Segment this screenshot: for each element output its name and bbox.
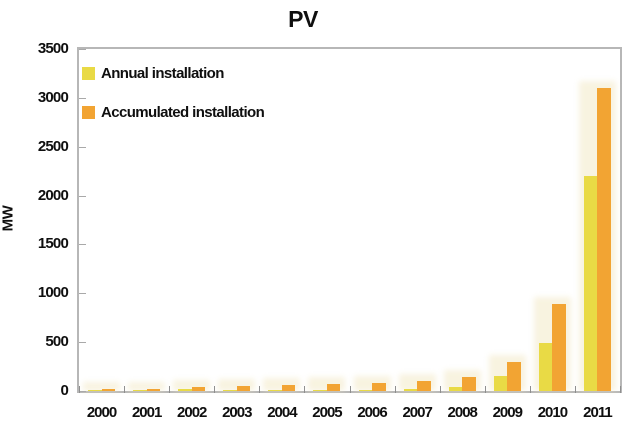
bar-accumulated-2008 — [462, 377, 476, 391]
x-tick-mark — [304, 386, 306, 393]
x-tick-label-2004: 2004 — [267, 404, 297, 421]
y-tick-label-1000: 1000 — [37, 284, 69, 302]
y-axis-title: MW — [0, 205, 17, 232]
annual-series-swatch-icon — [82, 66, 95, 80]
bar-accumulated-2002 — [191, 386, 206, 391]
bar-annual-2004 — [268, 389, 282, 391]
bar-annual-2003 — [223, 389, 237, 391]
legend-item-annual: Annual installation — [82, 64, 264, 82]
bar-annual-2005 — [313, 389, 327, 391]
y-tick-mark — [79, 146, 86, 148]
x-tick-mark — [259, 386, 261, 393]
x-tick-label-2006: 2006 — [357, 404, 387, 421]
x-tick-label-2007: 2007 — [402, 404, 432, 421]
bar-annual-2006 — [358, 389, 372, 391]
x-tick-mark — [394, 386, 396, 393]
y-tick-mark — [79, 391, 86, 392]
bar-accumulated-2000 — [101, 389, 115, 391]
bar-accumulated-2010 — [552, 304, 566, 391]
bar-accumulated-2001 — [146, 388, 161, 391]
bar-accumulated-2005 — [326, 384, 341, 391]
y-tick-label-0: 0 — [60, 382, 68, 399]
y-tick-mark — [79, 244, 86, 246]
bar-annual-2001 — [133, 389, 147, 391]
bar-annual-2010 — [538, 343, 553, 391]
bar-annual-2008 — [448, 386, 463, 391]
x-tick-label-2005: 2005 — [312, 404, 342, 421]
chart-title: PV — [288, 6, 318, 32]
x-tick-mark — [529, 386, 531, 393]
bar-accumulated-2009 — [507, 361, 521, 391]
y-tick-label-1500: 1500 — [37, 235, 69, 253]
y-tick-mark — [79, 49, 86, 50]
y-tick-label-3500: 3500 — [37, 40, 69, 57]
bar-annual-2000 — [88, 389, 102, 391]
legend: Annual installation Accumulated installa… — [82, 64, 265, 142]
x-tick-mark — [574, 386, 576, 393]
legend-item-accumulated: Accumulated installation — [82, 103, 265, 121]
legend-label-annual: Annual installation — [101, 64, 224, 82]
bar-annual-2011 — [583, 176, 598, 391]
plot-area — [77, 47, 622, 393]
y-tick-label-2000: 2000 — [37, 186, 69, 204]
x-tick-mark — [214, 386, 216, 393]
bar-accumulated-2011 — [597, 88, 611, 391]
x-tick-label-2011: 2011 — [583, 404, 613, 421]
legend-label-accumulated: Accumulated installation — [101, 103, 265, 121]
y-tick-mark — [79, 195, 86, 197]
x-tick-label-2002: 2002 — [177, 404, 207, 421]
bar-accumulated-2004 — [281, 384, 296, 391]
y-tick-mark — [79, 293, 86, 295]
x-tick-mark — [620, 386, 621, 393]
x-tick-label-2001: 2001 — [131, 404, 162, 421]
bar-glow — [128, 381, 166, 391]
bar-accumulated-2007 — [417, 381, 431, 391]
x-tick-mark — [484, 386, 486, 393]
x-tick-mark — [439, 386, 441, 393]
x-tick-mark — [169, 386, 171, 393]
y-tick-label-500: 500 — [45, 333, 68, 351]
bar-annual-2007 — [403, 389, 418, 391]
x-tick-mark — [79, 386, 80, 393]
x-tick-label-2010: 2010 — [537, 404, 568, 421]
bar-annual-2002 — [178, 389, 192, 391]
y-tick-mark — [79, 342, 86, 344]
x-tick-mark — [124, 386, 126, 393]
x-tick-label-2003: 2003 — [222, 404, 252, 421]
x-tick-mark — [349, 386, 351, 393]
x-tick-label-2008: 2008 — [447, 404, 478, 421]
x-tick-label-2009: 2009 — [492, 404, 523, 421]
y-tick-label-2500: 2500 — [37, 137, 69, 155]
y-tick-label-3000: 3000 — [37, 88, 69, 106]
bar-accumulated-2003 — [236, 385, 251, 391]
bar-glow — [173, 379, 211, 391]
x-tick-label-2000: 2000 — [86, 404, 117, 421]
bar-annual-2009 — [493, 376, 508, 391]
bar-accumulated-2006 — [372, 382, 386, 391]
y-tick-mark — [79, 97, 86, 99]
accumulated-series-swatch-icon — [82, 105, 95, 119]
bar-glow — [83, 382, 120, 391]
